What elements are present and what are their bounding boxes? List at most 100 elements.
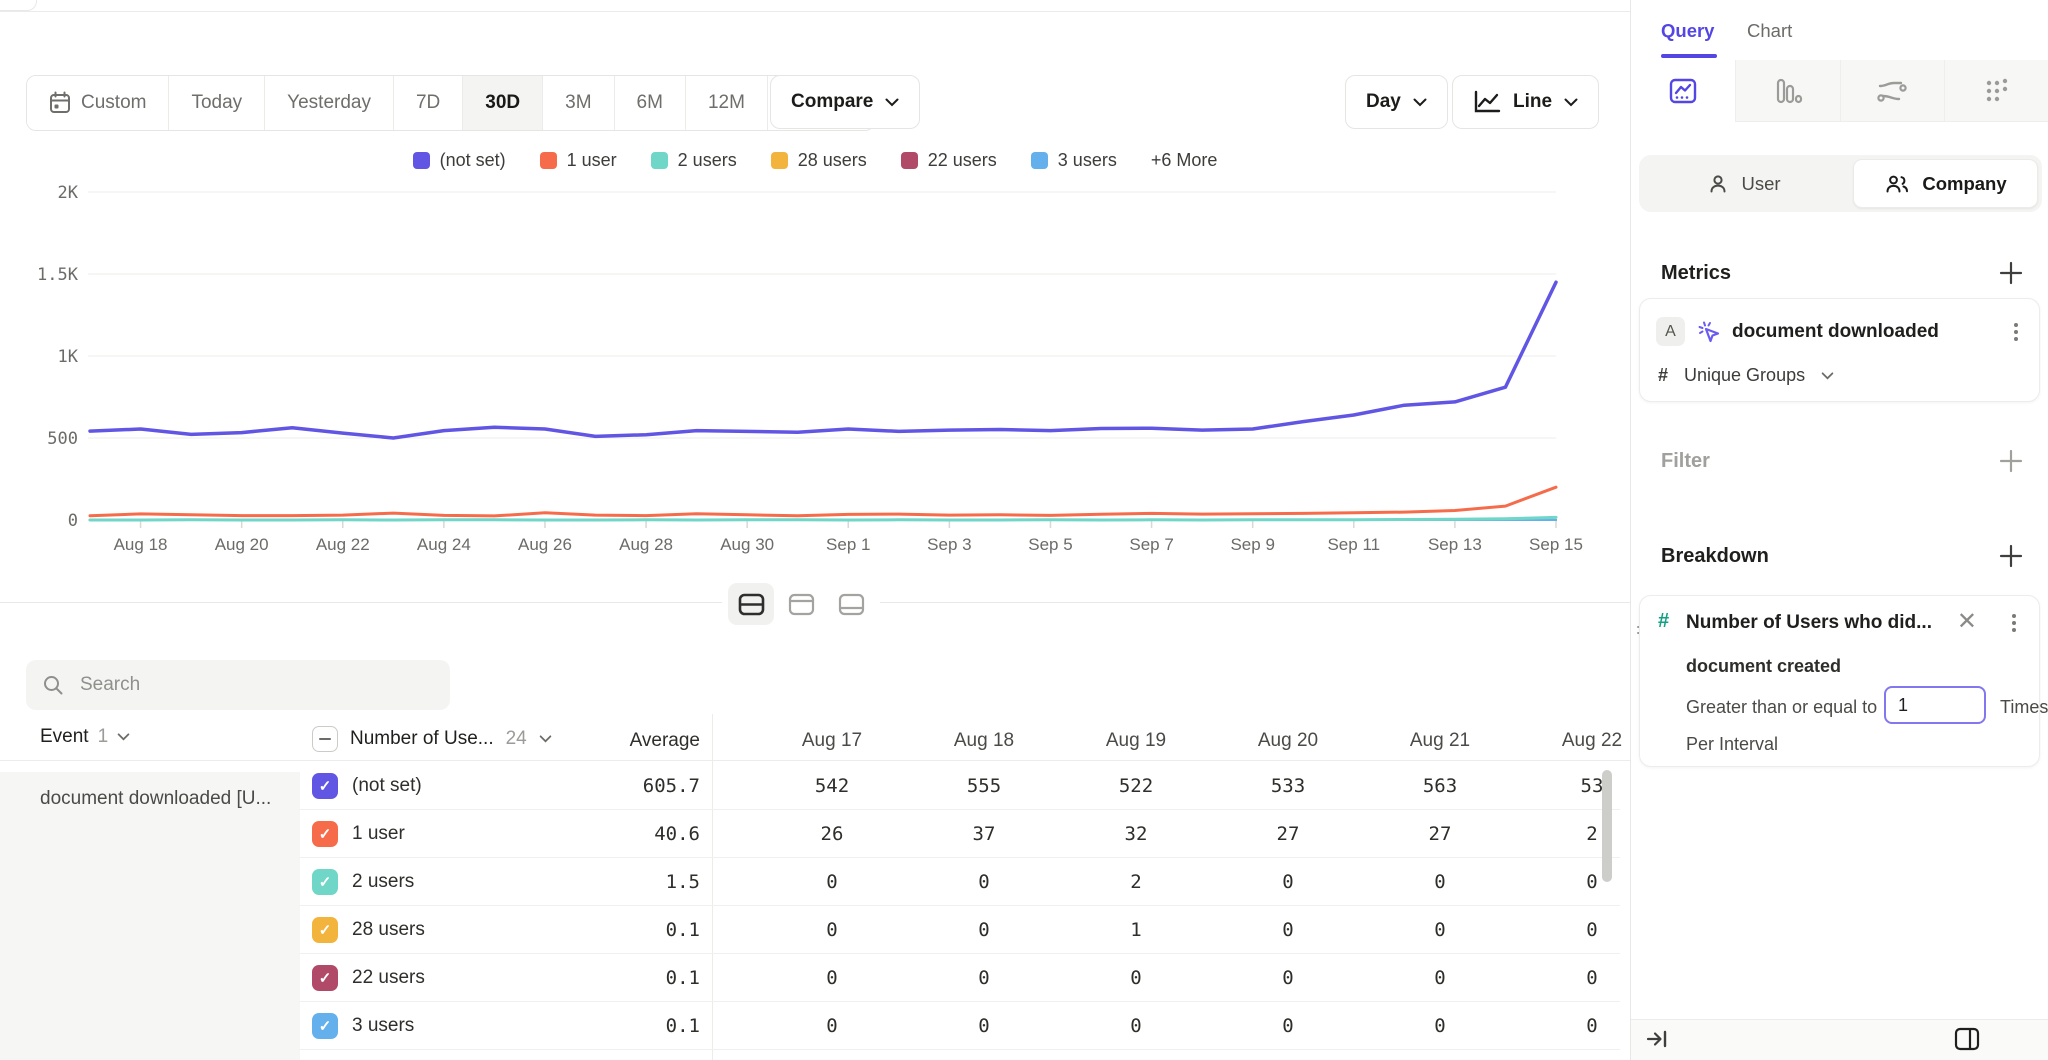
select-all-checkbox[interactable] [312, 726, 338, 752]
range-option-7d[interactable]: 7D [393, 76, 462, 130]
layout-split-button[interactable] [728, 583, 774, 625]
row-checkbox[interactable]: ✓ [312, 821, 338, 847]
row-average: 0.1 [540, 906, 700, 954]
add-filter-button[interactable] [1998, 448, 2024, 474]
row-value: 0 [908, 954, 1060, 1002]
table-row: ✓2 users1.5002000 [0, 858, 1630, 906]
row-value: 522 [1060, 762, 1212, 810]
average-column-header: Average [540, 730, 700, 752]
breakdown-event-name[interactable]: document created [1686, 656, 1841, 677]
event-column-header[interactable]: Event 1 [40, 726, 130, 748]
legend-item[interactable]: 28 users [771, 150, 867, 171]
event-count: 1 [98, 726, 109, 748]
breakdown-kebab-menu[interactable] [2003, 610, 2025, 636]
scope-company-option[interactable]: Company [1853, 159, 2038, 208]
search-field[interactable] [26, 660, 450, 710]
compare-label: Compare [791, 91, 873, 113]
legend-item[interactable]: 22 users [901, 150, 997, 171]
chart-type-scatter-tab[interactable] [1944, 60, 2048, 122]
svg-text:Sep 3: Sep 3 [927, 535, 971, 554]
tab-query[interactable]: Query [1661, 20, 1714, 42]
breakdown-property-name[interactable]: Number of Users who did... [1686, 612, 1932, 634]
scope-user-label: User [1741, 173, 1780, 195]
row-value: 0 [1516, 906, 1630, 954]
range-option-6m[interactable]: 6M [614, 76, 685, 130]
breakdown-threshold-input[interactable] [1884, 686, 1986, 724]
breakdown-per-interval-label[interactable]: Per Interval [1686, 734, 1778, 755]
breakdown-condition-label[interactable]: Greater than or equal to [1686, 697, 1877, 718]
legend-swatch [540, 152, 557, 169]
svg-text:Sep 9: Sep 9 [1230, 535, 1274, 554]
date-column-header: Aug 17 [756, 730, 908, 752]
interval-dropdown[interactable]: Day [1345, 75, 1448, 129]
layout-table-only-button[interactable] [828, 583, 874, 625]
svg-text:0: 0 [68, 511, 78, 531]
event-column-label: Event [40, 726, 89, 748]
close-icon[interactable]: ✕ [1957, 610, 1977, 634]
date-column-header: Aug 21 [1364, 730, 1516, 752]
row-label: 1 user [352, 810, 405, 858]
range-option-30d[interactable]: 30D [462, 76, 542, 130]
layout-bottom-icon [838, 593, 865, 616]
date-column-header: Aug 20 [1212, 730, 1364, 752]
chart-and-table-region: CustomTodayYesterday7D30D3M6M12MXTD Comp… [0, 0, 1630, 1060]
row-value: 563 [1364, 762, 1516, 810]
scope-user-option[interactable]: User [1639, 155, 1849, 212]
chevron-down-icon [117, 733, 130, 741]
chart-type-flow-tab[interactable] [1840, 60, 1945, 122]
range-option-3m[interactable]: 3M [542, 76, 613, 130]
row-value: 0 [1212, 906, 1364, 954]
legend-item[interactable]: (not set) [413, 150, 506, 171]
table-row: ✓(not set)605.754255552253356353 [0, 762, 1630, 810]
chart-type-bar-tab[interactable] [1735, 60, 1840, 122]
row-checkbox[interactable]: ✓ [312, 917, 338, 943]
table-scrollbar[interactable] [1602, 770, 1612, 882]
search-input[interactable] [78, 673, 434, 697]
range-option-today[interactable]: Today [168, 76, 264, 130]
row-value: 27 [1364, 810, 1516, 858]
row-checkbox[interactable]: ✓ [312, 965, 338, 991]
svg-text:Aug 26: Aug 26 [518, 535, 572, 554]
legend-item[interactable]: 3 users [1031, 150, 1117, 171]
interval-label: Day [1366, 91, 1401, 113]
row-value: 0 [1212, 858, 1364, 906]
chart-type-line-tab[interactable] [1631, 60, 1735, 122]
row-value: 2 [1060, 858, 1212, 906]
metric-measure-dropdown[interactable]: # Unique Groups [1658, 365, 1834, 386]
legend-swatch [413, 152, 430, 169]
panel-layout-icon[interactable] [1953, 1025, 1981, 1056]
breakdown-card[interactable]: # Number of Users who did... ✕ document … [1639, 595, 2040, 767]
metric-event-name[interactable]: document downloaded [1732, 321, 1939, 343]
chart-type-dropdown[interactable]: Line [1452, 75, 1599, 129]
add-metric-button[interactable] [1998, 260, 2024, 286]
row-label: (not set) [352, 762, 422, 810]
row-checkbox[interactable]: ✓ [312, 773, 338, 799]
chart-type-label: Line [1513, 91, 1552, 113]
metric-kebab-menu[interactable] [2005, 319, 2027, 345]
legend-item[interactable]: 2 users [651, 150, 737, 171]
flow-chart-icon [1876, 76, 1908, 106]
row-checkbox[interactable]: ✓ [312, 869, 338, 895]
group-column-header[interactable]: Number of Use... 24 [312, 726, 552, 752]
collapse-right-icon[interactable] [1645, 1027, 1669, 1054]
range-option-yesterday[interactable]: Yesterday [264, 76, 393, 130]
layout-chart-only-button[interactable] [778, 583, 824, 625]
row-value: 533 [1212, 762, 1364, 810]
table-row: ✓1 user40.626373227272 [0, 810, 1630, 858]
svg-text:Sep 15: Sep 15 [1529, 535, 1583, 554]
panel-bottom-bar [1631, 1019, 2048, 1060]
row-value: 0 [1364, 954, 1516, 1002]
range-option-12m[interactable]: 12M [685, 76, 767, 130]
legend-more-link[interactable]: +6 More [1151, 150, 1218, 171]
legend-label: (not set) [440, 150, 506, 171]
add-breakdown-button[interactable] [1998, 543, 2024, 569]
svg-text:Sep 1: Sep 1 [826, 535, 870, 554]
compare-button[interactable]: Compare [770, 75, 920, 129]
row-checkbox[interactable]: ✓ [312, 1013, 338, 1039]
range-option-custom[interactable]: Custom [27, 76, 168, 130]
metric-card[interactable]: A document downloaded # Unique Groups [1639, 298, 2040, 402]
legend-item[interactable]: 1 user [540, 150, 617, 171]
legend-label: 22 users [928, 150, 997, 171]
tab-chart[interactable]: Chart [1747, 20, 1792, 42]
row-average: 0.1 [540, 954, 700, 1002]
